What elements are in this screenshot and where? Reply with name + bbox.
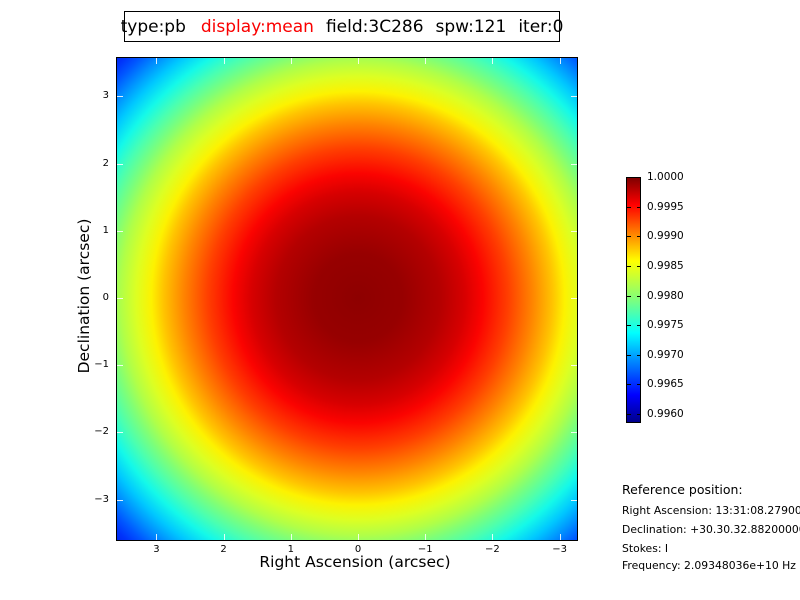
y-tick-mark <box>117 499 123 501</box>
y-tick-label: 0 <box>102 292 109 303</box>
colorbar-tick-label: 0.9980 <box>647 289 684 302</box>
y-tick-mark <box>117 432 123 434</box>
colorbar <box>626 177 641 423</box>
x-tick-mark <box>559 534 561 540</box>
title-segment: field:3C286 <box>325 16 424 37</box>
colorbar-tick-mark <box>636 325 640 327</box>
x-tick-label: 0 <box>354 544 362 555</box>
colorbar-tick-label: 0.9960 <box>647 408 684 420</box>
title-segment: type:pb <box>120 16 186 37</box>
x-tick-mark <box>223 534 225 540</box>
colorbar-tick-mark <box>627 265 631 267</box>
x-tick-label: −3 <box>552 544 567 555</box>
x-tick-mark <box>358 58 359 64</box>
colorbar-tick-mark <box>627 206 631 208</box>
title-box: type:pb display:mean field:3C286 spw:121 ite… <box>120 11 564 42</box>
colorbar-tick-mark <box>627 295 631 297</box>
x-tick-mark <box>492 534 494 540</box>
title-segment: display:mean <box>200 16 314 37</box>
y-tick-mark <box>571 432 577 434</box>
x-tick-mark <box>223 58 225 64</box>
y-tick-mark <box>571 96 577 98</box>
y-tick-label: −1 <box>94 359 109 371</box>
reference-heading: Reference position: <box>622 482 743 497</box>
colorbar-tick-label: 0.9995 <box>647 200 684 213</box>
y-tick-mark <box>117 163 123 165</box>
x-axis-label: Right Ascension (arcsec) <box>259 553 451 571</box>
colorbar-tick-mark <box>627 414 631 415</box>
y-tick-label: 2 <box>102 157 109 169</box>
x-tick-mark <box>559 58 561 64</box>
x-tick-mark <box>425 58 427 64</box>
y-tick-mark <box>117 298 123 299</box>
colorbar-tick-mark <box>627 236 631 238</box>
colorbar-tick-label: 0.9970 <box>647 348 684 361</box>
x-tick-label: −1 <box>417 544 433 555</box>
colorbar-tick-label: 0.9975 <box>647 319 684 332</box>
colorbar-tick-label: 0.9985 <box>647 259 684 272</box>
beam-heatmap <box>116 57 578 541</box>
x-tick-label: 2 <box>220 544 227 555</box>
colorbar-tick-label: 1.0000 <box>647 171 684 183</box>
y-tick-mark <box>117 365 123 367</box>
colorbar-tick-label: 0.9965 <box>647 378 684 391</box>
colorbar-tick-label: 0.9990 <box>647 230 684 243</box>
colorbar-tick-mark <box>636 206 640 208</box>
title-segment: iter:0 <box>518 16 564 37</box>
y-tick-label: 3 <box>102 90 109 102</box>
y-tick-mark <box>117 96 123 98</box>
reference-line: Stokes: I <box>622 542 669 555</box>
colorbar-tick-mark <box>636 354 640 356</box>
y-tick-mark <box>117 230 123 232</box>
y-tick-label: −2 <box>94 426 109 438</box>
x-tick-mark <box>156 58 158 64</box>
colorbar-tick-mark <box>636 295 640 297</box>
y-tick-mark <box>571 163 577 165</box>
reference-position-block: Reference position: Right Ascension: 13:… <box>622 482 800 576</box>
x-tick-mark <box>156 534 158 540</box>
y-tick-mark <box>571 230 577 232</box>
reference-line: Frequency: 2.09348036e+10 Hz <box>622 559 796 572</box>
x-tick-label: 1 <box>287 544 294 555</box>
colorbar-tick-mark <box>636 265 640 267</box>
y-tick-mark <box>571 499 577 501</box>
colorbar-tick-mark <box>627 354 631 356</box>
x-tick-label: 3 <box>153 544 160 555</box>
x-tick-mark <box>492 58 494 64</box>
y-tick-mark <box>571 298 577 299</box>
colorbar-tick-mark <box>636 414 640 415</box>
x-tick-mark <box>425 534 427 540</box>
x-tick-mark <box>290 58 292 64</box>
x-tick-mark <box>290 534 292 540</box>
reference-line: Right Ascension: 13:31:08.27900000 <box>622 504 800 517</box>
colorbar-tick-mark <box>636 236 640 238</box>
y-tick-label: 1 <box>102 224 109 236</box>
y-tick-mark <box>571 365 577 367</box>
colorbar-tick-mark <box>627 325 631 327</box>
x-tick-label: −2 <box>485 544 500 555</box>
x-tick-mark <box>358 534 359 540</box>
reference-line: Declination: +30.30.32.88200000 <box>622 523 800 536</box>
y-tick-label: −3 <box>94 493 109 505</box>
colorbar-tick-mark <box>627 384 631 386</box>
colorbar-tick-mark <box>636 384 640 386</box>
title-segment: spw:121 <box>435 16 507 37</box>
